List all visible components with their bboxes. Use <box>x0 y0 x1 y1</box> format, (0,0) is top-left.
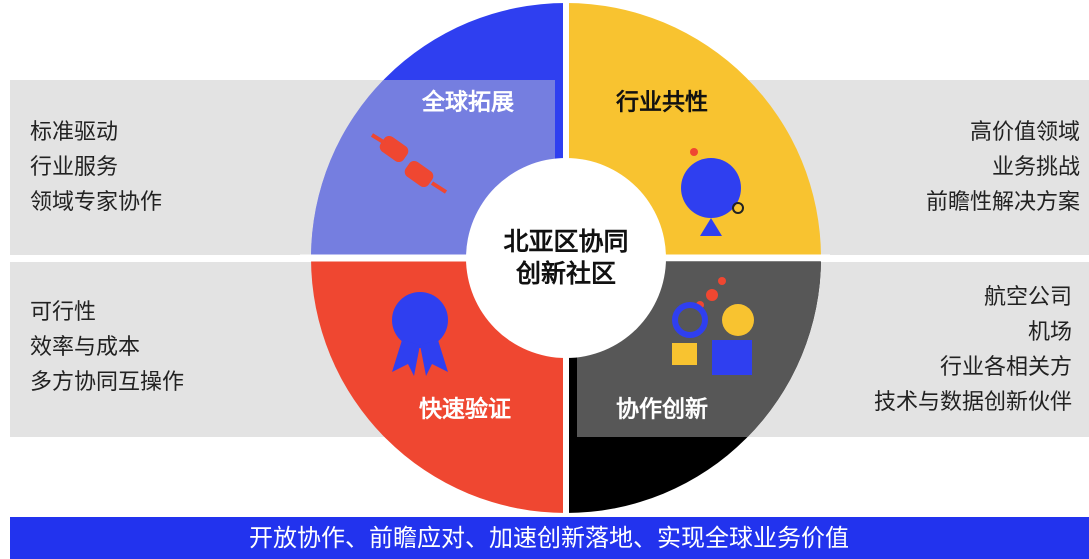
panel-item: 高价值领域 <box>970 120 1080 145</box>
quadrant-title: 快速验证 <box>419 396 511 423</box>
center-title: 创新社区 <box>515 259 616 288</box>
panel-item: 行业服务 <box>30 155 118 180</box>
panel-item: 技术与数据创新伙伴 <box>874 390 1072 415</box>
panel-item: 多方协同互操作 <box>30 370 184 395</box>
panel-item: 行业各相关方 <box>940 355 1072 380</box>
panel-item: 领域专家协作 <box>30 190 162 215</box>
medal-icon <box>392 292 448 376</box>
banner <box>10 517 1089 559</box>
panel-item: 航空公司 <box>984 285 1072 310</box>
plug-icon <box>370 133 448 194</box>
quadrant-title: 行业共性 <box>615 89 708 116</box>
quadrant-title: 全球拓展 <box>421 89 514 116</box>
balloon-icon <box>681 148 744 236</box>
center-title: 北亚区协同 <box>503 227 628 256</box>
panel-item: 效率与成本 <box>30 335 140 360</box>
panel-item: 业务挑战 <box>992 155 1080 180</box>
panel-item: 标准驱动 <box>30 120 118 145</box>
quadrant-title: 协作创新 <box>616 396 708 423</box>
panel-item: 前瞻性解决方案 <box>926 190 1080 215</box>
center-circle <box>466 158 666 358</box>
panel-item: 机场 <box>1028 320 1072 345</box>
panel-item: 可行性 <box>30 300 96 325</box>
collab-icon <box>672 277 754 375</box>
banner-text: 开放协作、前瞻应对、加速创新落地、实现全球业务价值 <box>249 524 849 552</box>
